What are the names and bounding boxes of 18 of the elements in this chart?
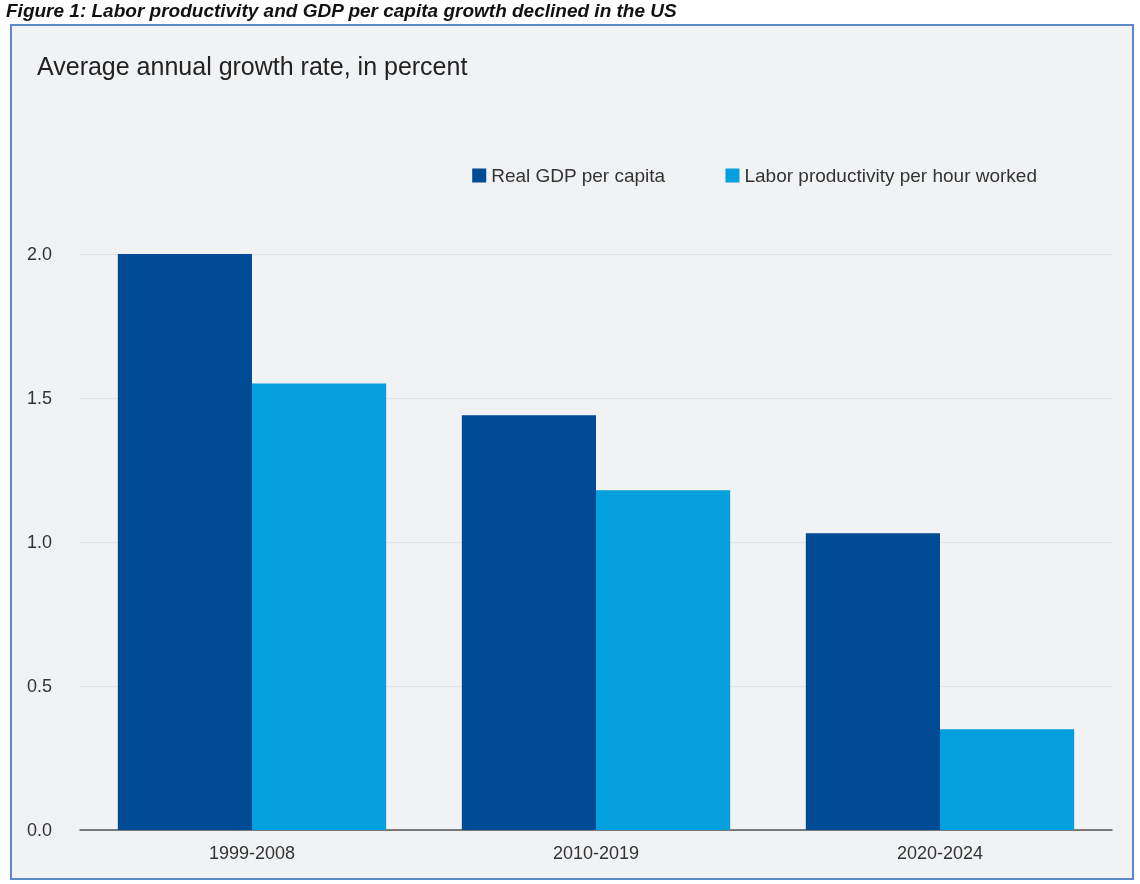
chart-subtitle: Average annual growth rate, in percent xyxy=(37,51,468,80)
y-tick-label: 1.5 xyxy=(26,388,52,408)
x-tick-label: 2020-2024 xyxy=(896,843,984,863)
bar xyxy=(940,729,1075,830)
bar xyxy=(117,254,252,830)
bar xyxy=(252,383,387,830)
x-tick-label: 1999-2008 xyxy=(208,843,296,863)
chart-title: Figure 1: Labor productivity and GDP per capita growth declined in the US xyxy=(6,0,677,22)
bar xyxy=(805,533,940,830)
x-tick-label: 2010-2019 xyxy=(552,843,640,863)
bar xyxy=(596,490,731,830)
y-tick-label: 2.0 xyxy=(26,244,52,264)
legend-label: Real GDP per capita xyxy=(491,165,666,186)
y-tick-label: 0.0 xyxy=(26,820,52,840)
y-tick-label: 1.0 xyxy=(26,532,52,552)
legend-label: Labor productivity per hour worked xyxy=(744,165,1037,186)
y-tick-label: 0.5 xyxy=(26,676,52,696)
bar xyxy=(461,415,596,830)
